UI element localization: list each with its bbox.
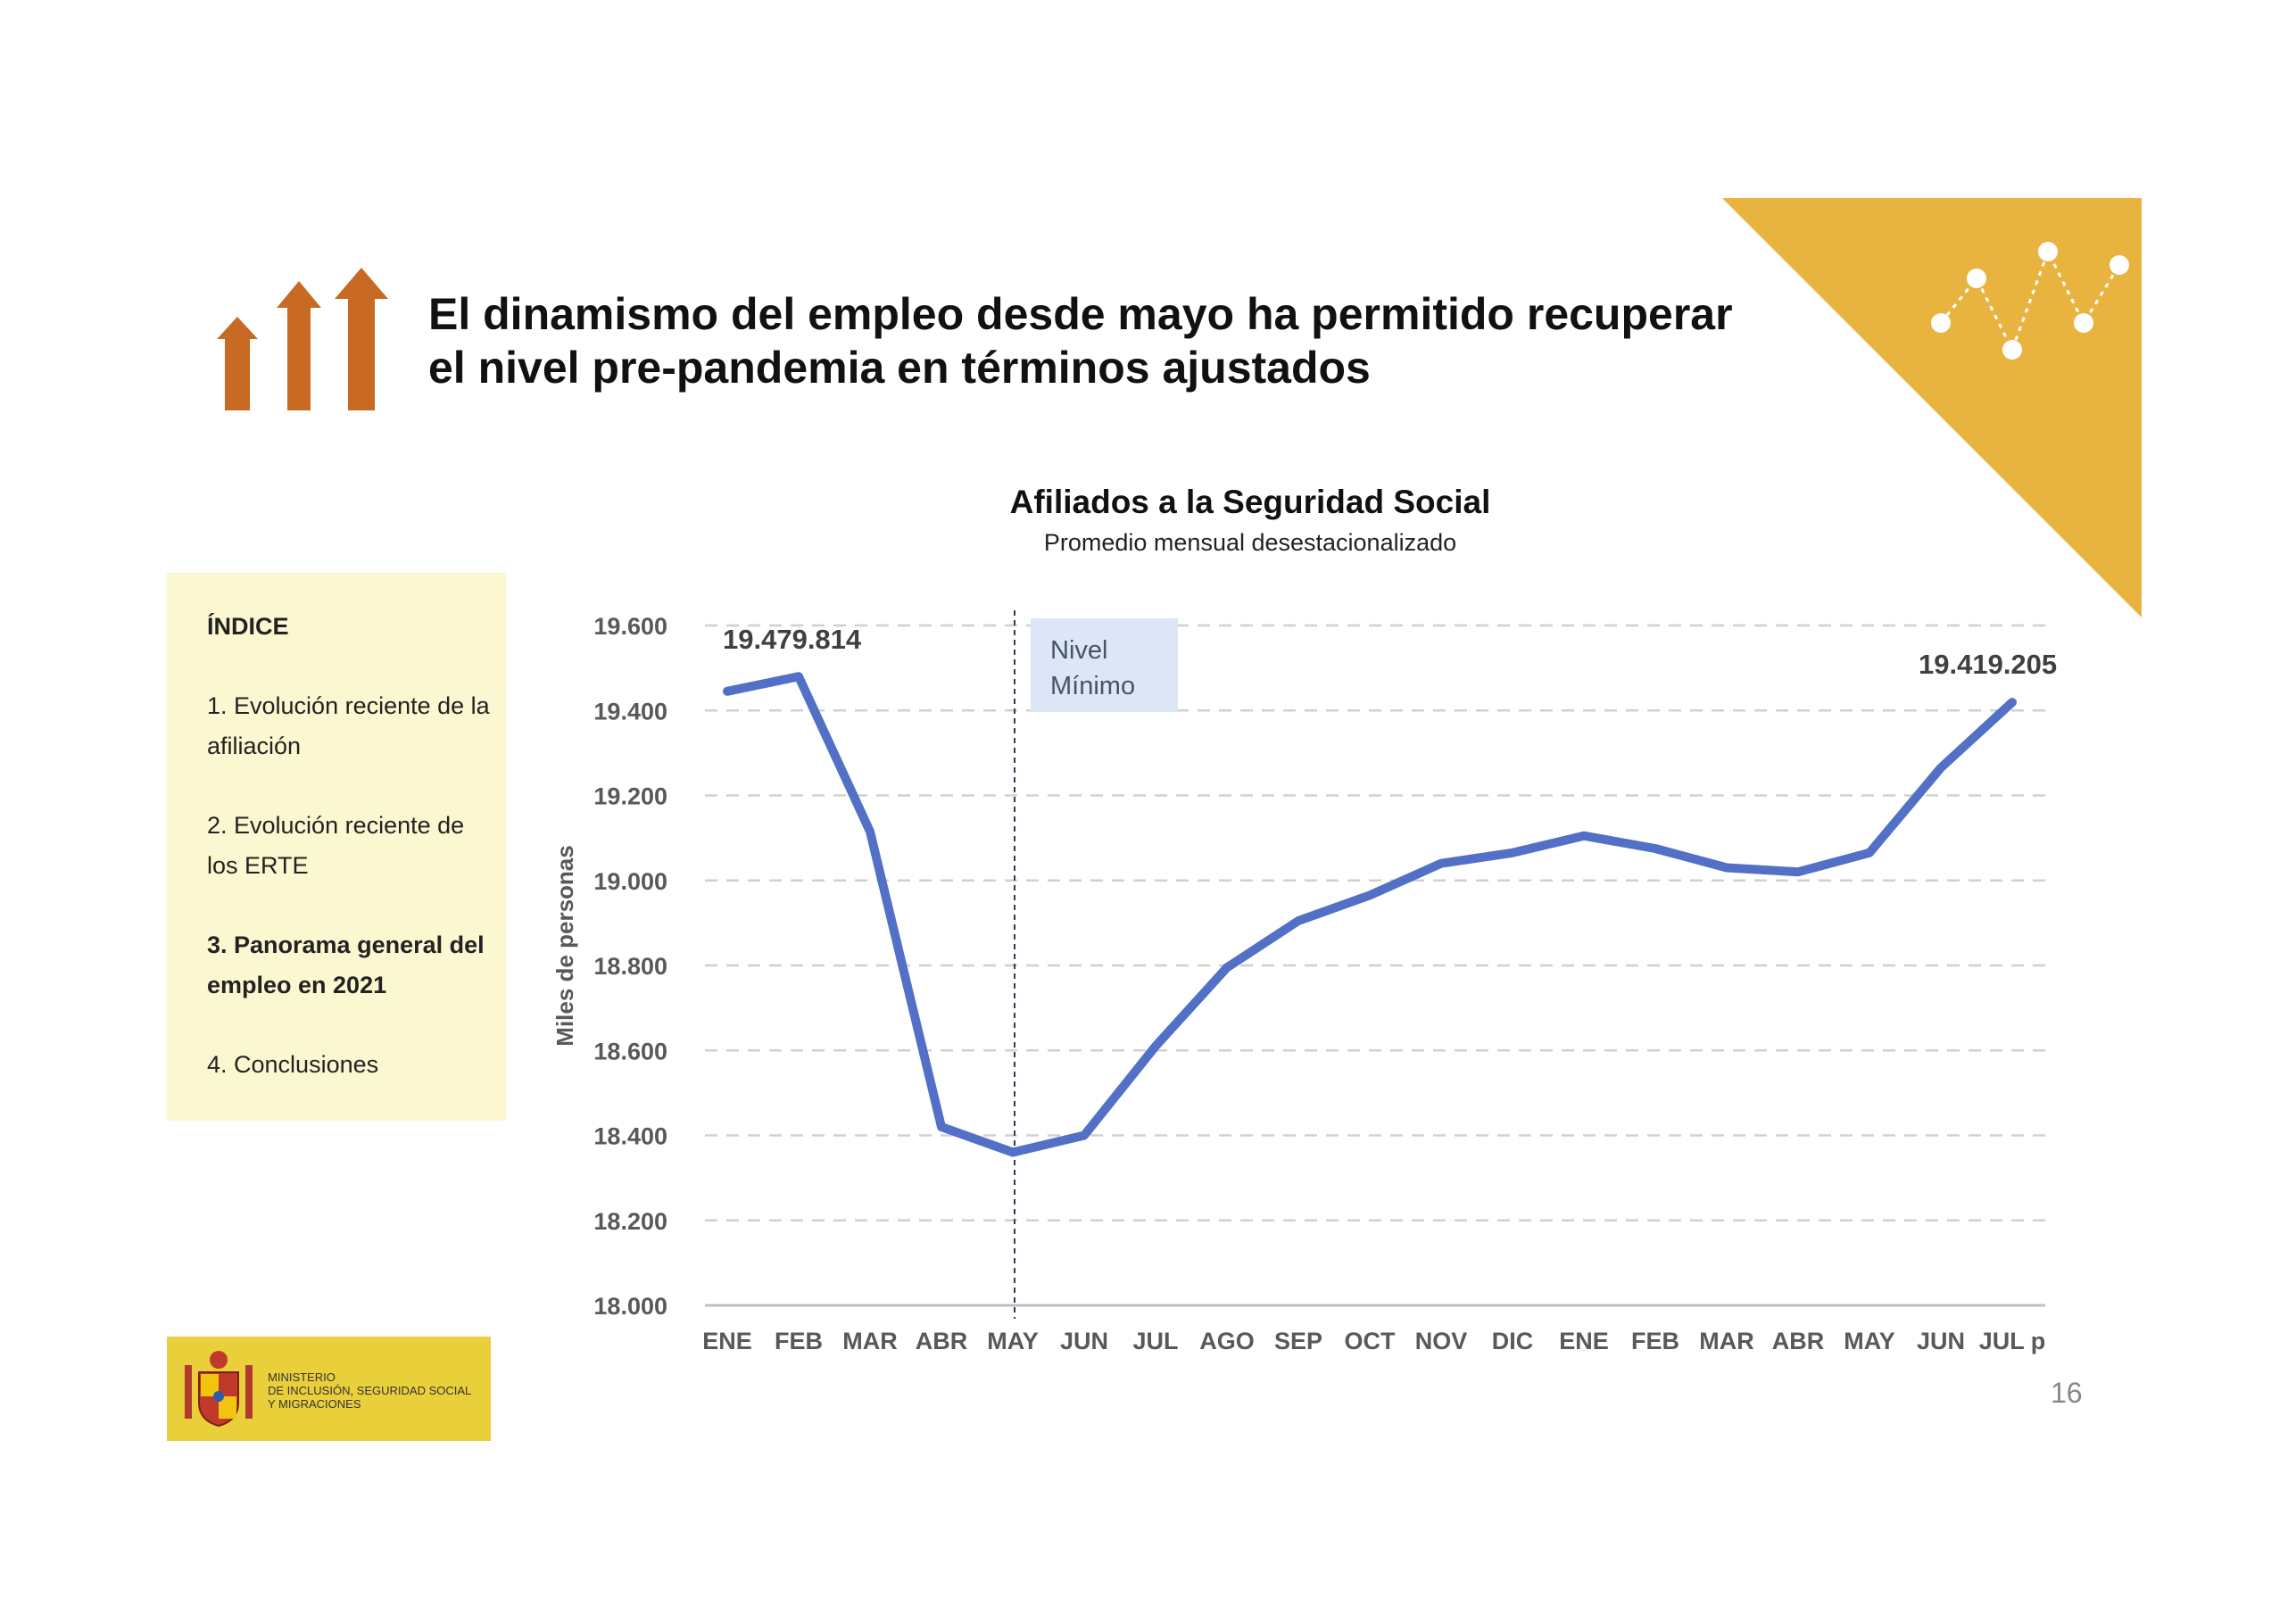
index-item-3-active[interactable]: 3. Panorama general del empleo en 2021 bbox=[207, 932, 485, 998]
data-point bbox=[1726, 866, 1728, 869]
data-point bbox=[1797, 871, 1799, 874]
series-line bbox=[723, 672, 2017, 1157]
data-point bbox=[726, 690, 728, 692]
x-tick-label: FEB bbox=[775, 1328, 823, 1354]
data-point bbox=[1155, 1045, 1156, 1047]
chart-subtitle: Promedio mensual desestacionalizado bbox=[1044, 529, 1456, 556]
data-point bbox=[1083, 1134, 1085, 1137]
ministry-name-line3: Y MIGRACIONES bbox=[268, 1397, 361, 1411]
index-item-1[interactable]: 1. Evolución reciente de la afiliación bbox=[207, 692, 490, 759]
y-tick-label: 19.000 bbox=[593, 868, 667, 895]
index-item-2[interactable]: 2. Evolución reciente de los ERTE bbox=[207, 812, 465, 879]
data-point bbox=[1654, 848, 1656, 850]
index-sidebar: ÍNDICE 1. Evolución reciente de la afili… bbox=[167, 573, 507, 1121]
x-tick-label: JUN bbox=[1060, 1328, 1108, 1354]
end-value-label: 19.419.205 bbox=[1919, 649, 2057, 680]
data-point bbox=[2011, 701, 2013, 704]
data-point bbox=[798, 675, 800, 678]
x-tick-label: ENE bbox=[1559, 1328, 1609, 1354]
x-tick-label: NOV bbox=[1415, 1328, 1468, 1354]
chart-title: Afiliados a la Seguridad Social bbox=[1010, 484, 1491, 520]
minimum-level-label-line2: Mínimo bbox=[1050, 672, 1135, 700]
slide-title: El dinamismo del empleo desde mayo ha pe… bbox=[428, 289, 1733, 393]
growth-arrows-icon bbox=[217, 268, 388, 410]
minimum-level-label-line1: Nivel bbox=[1050, 636, 1107, 665]
y-axis-label: Miles de personas bbox=[551, 845, 578, 1046]
data-point bbox=[1226, 966, 1228, 969]
data-point bbox=[1369, 894, 1371, 897]
data-point bbox=[941, 1125, 942, 1128]
y-tick-label: 19.400 bbox=[593, 698, 667, 725]
data-point bbox=[1512, 851, 1513, 854]
x-tick-label: ABR bbox=[1772, 1328, 1825, 1354]
data-point bbox=[1440, 862, 1442, 865]
y-tick-label: 18.400 bbox=[593, 1123, 667, 1150]
coat-of-arms-icon bbox=[185, 1351, 253, 1428]
y-tick-label: 18.800 bbox=[593, 953, 667, 980]
ministry-name-line2: DE INCLUSIÓN, SEGURIDAD SOCIAL bbox=[268, 1384, 472, 1397]
page-number: 16 bbox=[2051, 1377, 2083, 1409]
y-tick-label: 19.200 bbox=[593, 783, 667, 810]
x-tick-label: AGO bbox=[1199, 1328, 1255, 1354]
x-tick-label: OCT bbox=[1345, 1328, 1397, 1354]
x-tick-label: DIC bbox=[1492, 1328, 1534, 1354]
ministry-logo: MINISTERIO DE INCLUSIÓN, SEGURIDAD SOCIA… bbox=[167, 1337, 491, 1441]
x-tick-label: JUL bbox=[1132, 1328, 1178, 1354]
ministry-name: MINISTERIO DE INCLUSIÓN, SEGURIDAD SOCIA… bbox=[268, 1370, 471, 1411]
x-tick-label: FEB bbox=[1631, 1328, 1679, 1354]
y-tick-label: 18.000 bbox=[593, 1293, 667, 1320]
x-tick-label: JUN bbox=[1917, 1328, 1965, 1354]
ministry-name-line1: MINISTERIO bbox=[268, 1370, 336, 1384]
index-item-4[interactable]: 4. Conclusiones bbox=[207, 1051, 379, 1078]
data-point bbox=[1583, 834, 1585, 837]
x-tick-label: MAY bbox=[1844, 1328, 1895, 1354]
x-tick-label: MAR bbox=[1699, 1328, 1754, 1354]
minimum-level-box bbox=[1031, 618, 1178, 712]
data-point bbox=[1940, 766, 1942, 769]
y-tick-label: 19.600 bbox=[593, 613, 667, 640]
data-point bbox=[1012, 1151, 1014, 1154]
x-tick-label: ABR bbox=[916, 1328, 968, 1354]
x-tick-label: MAR bbox=[842, 1328, 898, 1354]
x-tick-label: MAY bbox=[987, 1328, 1039, 1354]
corner-chart-decoration-icon bbox=[1722, 198, 2142, 617]
index-heading: ÍNDICE bbox=[207, 613, 289, 640]
y-tick-label: 18.200 bbox=[593, 1208, 667, 1235]
data-point bbox=[869, 830, 871, 832]
data-point bbox=[1869, 851, 1870, 854]
x-tick-label: SEP bbox=[1274, 1328, 1322, 1354]
data-point bbox=[1297, 919, 1299, 922]
x-tick-label: ENE bbox=[702, 1328, 752, 1354]
x-tick-label: JUL p bbox=[1979, 1328, 2046, 1354]
start-value-label: 19.479.814 bbox=[723, 624, 862, 655]
y-tick-label: 18.600 bbox=[593, 1038, 667, 1064]
